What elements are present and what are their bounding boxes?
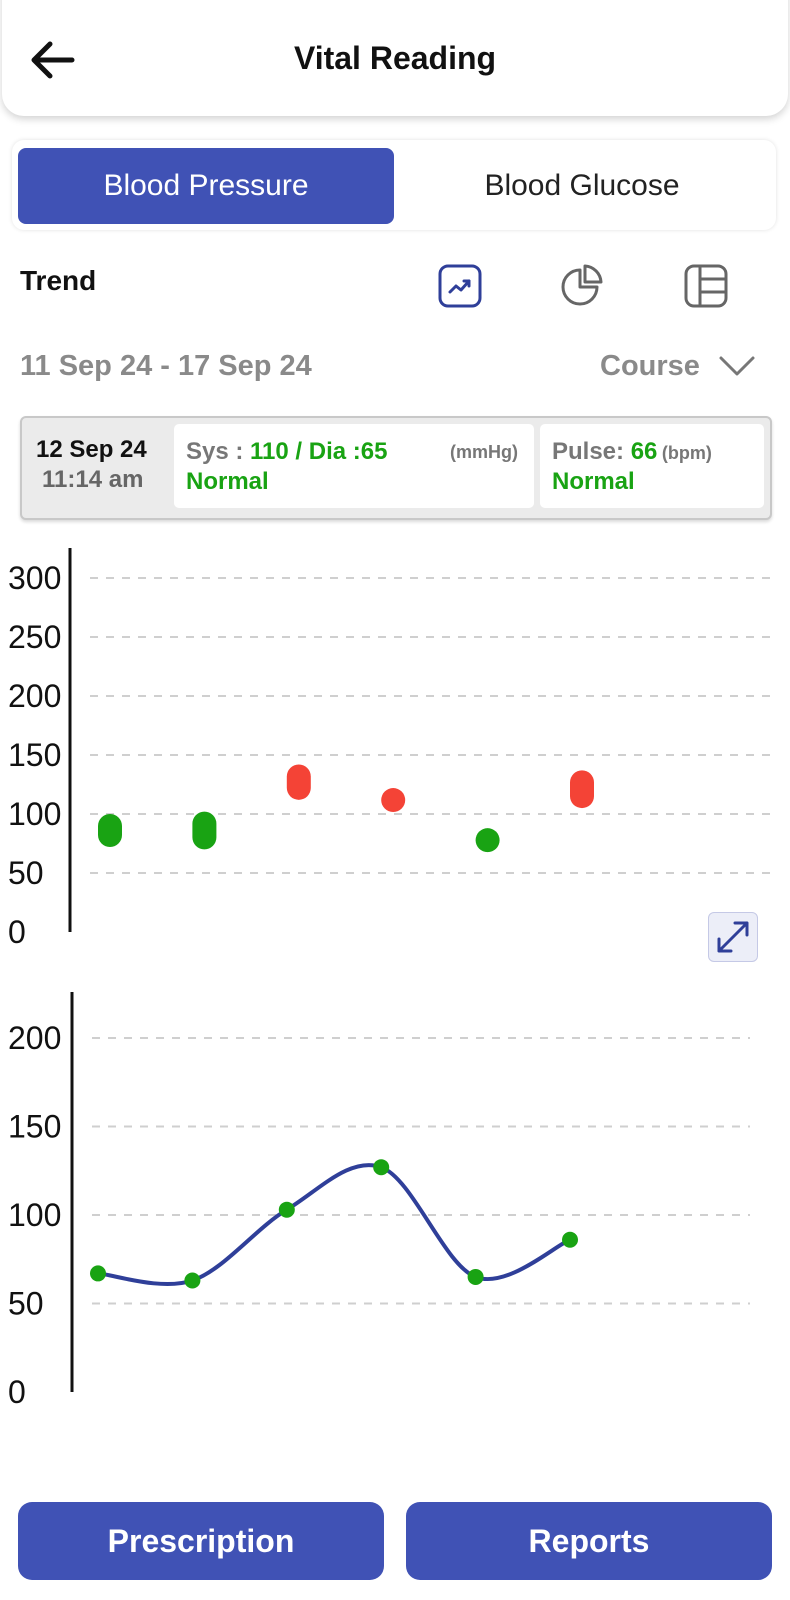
y-tick-label: 200 xyxy=(8,678,61,714)
pulse-point xyxy=(562,1231,578,1248)
pulse-point xyxy=(373,1159,390,1176)
reading-date: 12 Sep 24 xyxy=(36,436,147,463)
course-dropdown[interactable]: Course xyxy=(600,350,700,382)
y-tick-label: 200 xyxy=(8,1020,61,1056)
y-tick-label: 250 xyxy=(8,619,61,655)
bp-range-bar xyxy=(286,764,311,800)
bp-range-bar xyxy=(192,811,217,850)
pulse-point xyxy=(90,1265,106,1282)
pulse-point xyxy=(467,1268,484,1285)
pulse-unit: (bpm) xyxy=(661,443,712,463)
y-tick-label: 150 xyxy=(8,737,61,773)
bp-range-bar xyxy=(475,828,500,853)
app-header: Vital Reading xyxy=(2,0,788,116)
dia-separator: / Dia : xyxy=(288,438,361,465)
table-view-icon[interactable] xyxy=(682,262,730,310)
back-arrow-icon[interactable] xyxy=(28,38,78,82)
bp-range-bar xyxy=(98,814,122,848)
trend-label: Trend xyxy=(20,265,97,296)
sys-label: Sys : xyxy=(186,438,251,465)
bp-value-box: Sys : 110 / Dia :65 (mmHg) Normal xyxy=(174,424,534,508)
pulse-line xyxy=(97,1163,571,1286)
bp-status: Normal xyxy=(186,468,269,495)
reports-button[interactable]: Reports xyxy=(406,1502,772,1580)
trend-chart-icon[interactable] xyxy=(436,262,484,310)
tab-blood-pressure[interactable]: Blood Pressure xyxy=(18,148,394,224)
page-title: Vital Reading xyxy=(293,40,497,76)
pulse-point xyxy=(184,1272,201,1289)
y-tick-label: 0 xyxy=(8,1374,26,1410)
bp-range-bar xyxy=(381,788,406,813)
y-tick-label: 0 xyxy=(8,914,26,950)
pulse-value-box: Pulse: 66 (bpm) Normal xyxy=(540,424,764,508)
dia-value: 65 xyxy=(360,438,388,465)
pulse-label: Pulse: xyxy=(552,438,631,465)
y-tick-label: 50 xyxy=(8,855,44,891)
y-tick-label: 300 xyxy=(8,560,61,596)
reading-card[interactable]: 12 Sep 24 11:14 am Sys : 110 / Dia :65 (… xyxy=(20,416,772,520)
pulse-point xyxy=(278,1201,295,1218)
chevron-down-icon[interactable] xyxy=(718,354,756,378)
pulse-chart: 0 50 100 150 200 xyxy=(8,992,750,1410)
expand-icon[interactable] xyxy=(708,912,758,962)
vital-type-tabs: Blood Pressure Blood Glucose xyxy=(12,140,776,230)
bp-unit: (mmHg) xyxy=(450,442,518,462)
bp-range-bar xyxy=(570,770,594,809)
sys-value: 110 xyxy=(250,438,289,465)
tab-blood-glucose[interactable]: Blood Glucose xyxy=(396,148,768,224)
pulse-status: Normal xyxy=(552,468,635,495)
date-range: 11 Sep 24 - 17 Sep 24 xyxy=(20,350,312,382)
y-tick-label: 100 xyxy=(8,1197,61,1233)
pie-chart-icon[interactable] xyxy=(558,262,606,310)
y-tick-label: 50 xyxy=(8,1286,44,1322)
y-tick-label: 100 xyxy=(8,796,61,832)
y-tick-label: 150 xyxy=(8,1109,61,1145)
prescription-button[interactable]: Prescription xyxy=(18,1502,384,1580)
reading-time: 11:14 am xyxy=(42,466,144,493)
pulse-value: 66 xyxy=(630,438,658,465)
blood-pressure-chart: 0 50 100 150 200 250 300 xyxy=(8,548,778,950)
